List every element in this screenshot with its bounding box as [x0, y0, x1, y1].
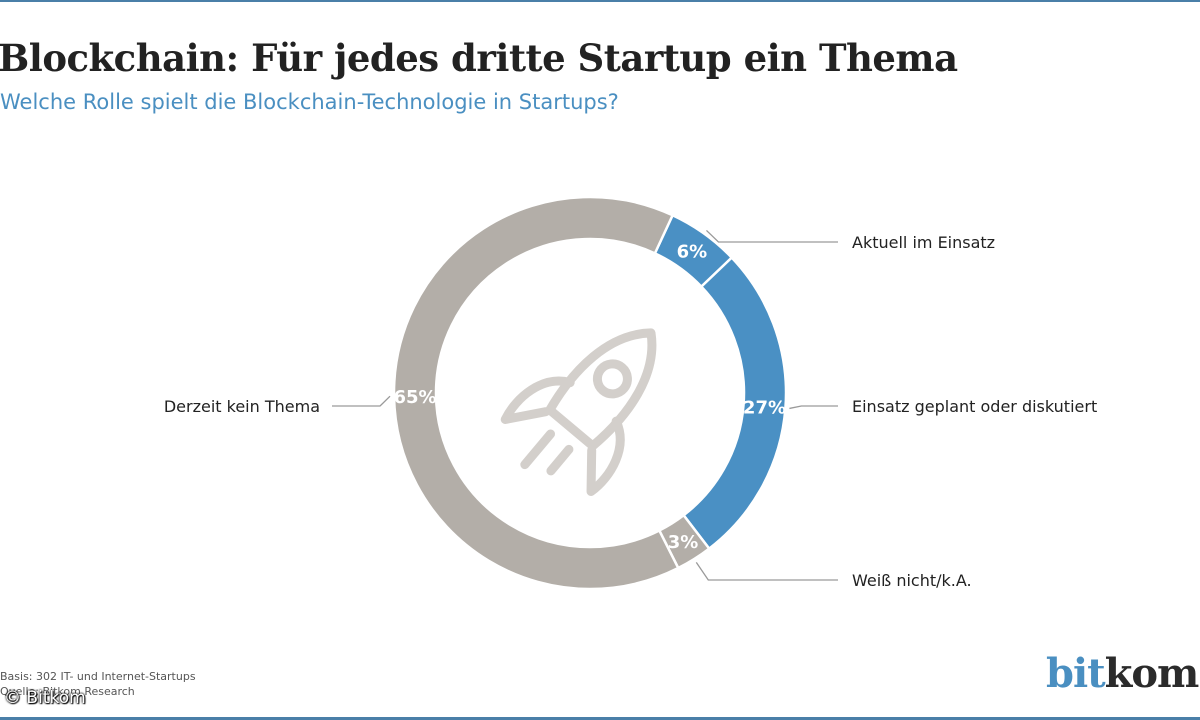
category-labels: Aktuell im Einsatz Einsatz geplant oder d… [164, 233, 1097, 590]
leader-line-aktuell-im-einsatz [706, 229, 838, 243]
leader-line-einsatz-geplant-oder-diskutiert [789, 405, 838, 410]
chart-title: Blockchain: Für jedes dritte Startup ein… [0, 36, 958, 80]
leader-line-derzeit-kein-thema [332, 395, 391, 407]
bottom-rule [0, 717, 1200, 720]
top-rule [0, 0, 1200, 2]
chart-subtitle: Welche Rolle spielt die Blockchain-Techn… [0, 90, 619, 114]
value-label-derzeit-kein-thema: 65% [393, 387, 436, 408]
leader-lines [332, 229, 838, 581]
category-label-wei-nicht-k-a: Weiß nicht/k.A. [852, 571, 972, 590]
copyright-watermark: © Bitkom [4, 688, 86, 708]
donut-slices [392, 195, 788, 591]
value-label-wei-nicht-k-a: 3% [668, 532, 699, 553]
category-label-derzeit-kein-thema: Derzeit kein Thema [164, 397, 320, 416]
bitkom-logo: bitkom [1046, 650, 1200, 697]
leader-line-wei-nicht-k-a [695, 562, 838, 581]
value-labels: 6% 27% 3% 65% [393, 242, 786, 553]
footnote-source: Quelle: Bitkom Research [0, 685, 135, 698]
value-label-einsatz-geplant-oder-diskutiert: 27% [743, 398, 786, 419]
logo-part-bit: bit [1046, 650, 1106, 697]
category-label-einsatz-geplant-oder-diskutiert: Einsatz geplant oder diskutiert [852, 397, 1097, 416]
slice-derzeit-kein-thema [392, 195, 680, 591]
category-label-aktuell-im-einsatz: Aktuell im Einsatz [852, 233, 995, 252]
value-label-aktuell-im-einsatz: 6% [677, 242, 708, 263]
logo-part-kom: kom [1104, 650, 1200, 697]
rocket-icon [500, 328, 657, 496]
footnote-basis: Basis: 302 IT- und Internet-Startups [0, 670, 196, 683]
